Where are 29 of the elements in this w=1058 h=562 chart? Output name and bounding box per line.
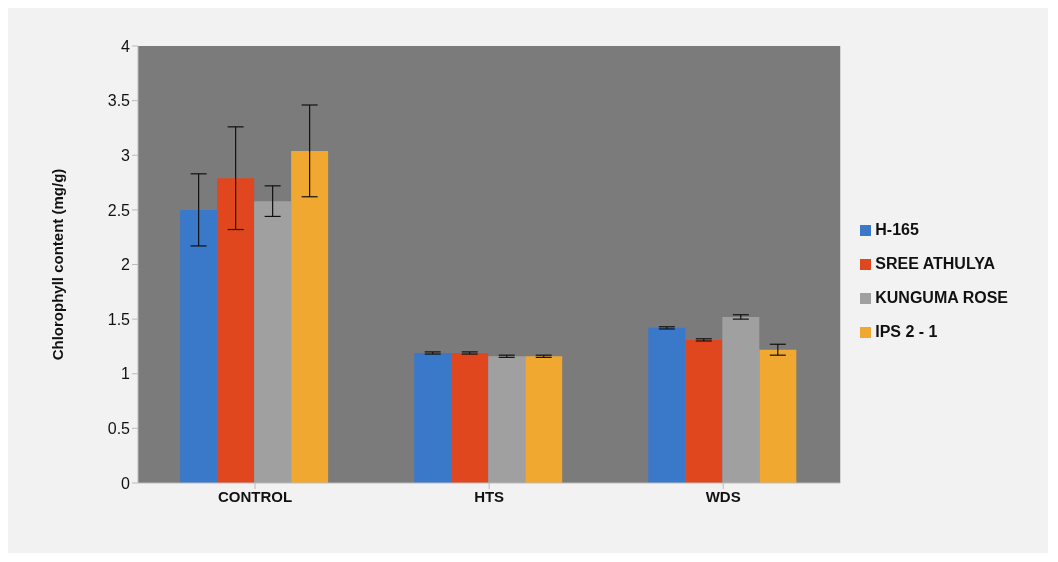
y-tick-label: 0.5 xyxy=(107,420,131,438)
y-tick-label: 4 xyxy=(121,37,131,55)
bar xyxy=(451,352,489,483)
x-tick-label: WDS xyxy=(705,487,741,505)
bar xyxy=(722,316,760,483)
bar xyxy=(180,209,218,483)
legend-label: IPS 2 - 1 xyxy=(875,322,938,340)
bar xyxy=(254,201,292,483)
bar xyxy=(759,349,797,483)
legend-label: KUNGUMA ROSE xyxy=(875,288,1008,306)
x-tick-label: CONTROL xyxy=(217,487,293,505)
y-tick-label: 1 xyxy=(121,365,131,383)
bar xyxy=(291,150,329,483)
bar xyxy=(685,339,723,483)
y-tick-label: 2.5 xyxy=(107,201,131,219)
y-tick-label: 2 xyxy=(121,256,131,274)
x-tick-label: HTS xyxy=(474,487,505,505)
y-tick-label: 0 xyxy=(121,474,131,492)
y-tick-label: 1.5 xyxy=(107,310,131,328)
bar xyxy=(648,327,686,483)
legend-label: H-165 xyxy=(875,220,919,238)
legend-label: SREE ATHULYA xyxy=(875,254,995,272)
y-tick-label: 3.5 xyxy=(107,92,131,110)
y-axis-title: Chlorophyll content (mg/g) xyxy=(49,168,67,361)
y-tick-label: 3 xyxy=(121,146,131,164)
bar xyxy=(488,356,526,483)
bar xyxy=(525,356,563,483)
bar xyxy=(217,178,255,483)
bar xyxy=(414,352,452,483)
